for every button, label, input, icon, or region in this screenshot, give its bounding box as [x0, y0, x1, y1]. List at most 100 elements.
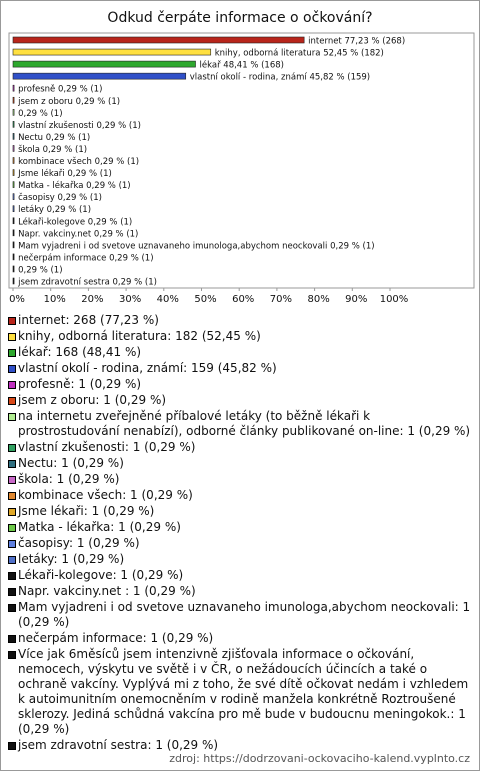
category-label: Nectu — [18, 132, 43, 142]
bar-label: Matka - lékařka 0,29 % (1) — [18, 180, 131, 191]
bar — [12, 253, 15, 261]
bar — [12, 265, 15, 273]
bar — [12, 121, 15, 128]
bar-label: časopisy 0,29 % (1) — [18, 192, 102, 203]
x-tick-label: 10% — [44, 294, 66, 305]
legend-label: jsem zdravotní sestra: 1 (0,29 %) — [18, 738, 219, 752]
chart: Odkud čerpáte informace o očkování? 0% 10… — [8, 10, 475, 305]
legend-item: vlastní okolí - rodina, známí: 159 (45,8… — [8, 361, 472, 376]
bar-label: Lékaři-kolegove 0,29 % (1) — [18, 216, 132, 227]
x-tick-label: 30% — [119, 294, 141, 305]
value-label: 52,45 % (182) — [323, 48, 384, 58]
bar-label: knihy, odborná literatura 52,45 % (182) — [215, 48, 384, 58]
legend-label: vlastní zkušenosti: 1 (0,29 %) — [18, 440, 196, 454]
legend-label: nečerpám informace: 1 (0,29 %) — [18, 631, 214, 645]
value-label: 45,82 % (159) — [309, 72, 370, 82]
legend-label: Jsme lékaři: 1 (0,29 %) — [18, 504, 155, 518]
legend-swatch — [8, 413, 16, 421]
value-label: 48,41 % (168) — [223, 60, 284, 70]
legend-label: profesně: 1 (0,29 %) — [18, 377, 142, 391]
category-label: Jsme lékaři — [17, 168, 65, 179]
x-tick-label: 0% — [9, 294, 25, 305]
legend-label: kombinace všech: 1 (0,29 %) — [18, 488, 193, 502]
legend-swatch — [8, 572, 16, 580]
legend-item: škola: 1 (0,29 %) — [8, 472, 472, 487]
bar — [12, 36, 305, 44]
value-label: 0,29 % (1) — [88, 217, 132, 227]
category-label: internet — [308, 36, 342, 46]
bar-label: vlastní okolí - rodina, známí 45,82 % (1… — [190, 72, 370, 82]
legend: internet: 268 (77,23 %) knihy, odborná li… — [8, 313, 472, 754]
x-tick-label: 20% — [81, 294, 103, 305]
bar — [12, 96, 15, 104]
category-label: jsem zdravotní sestra — [17, 277, 110, 287]
chart-title: Odkud čerpáte informace o očkování? — [107, 10, 372, 26]
value-label: 0,29 % (1) — [18, 108, 62, 118]
bar-label: Napr. vakciny.net 0,29 % (1) — [18, 229, 138, 239]
legend-label: Nectu: 1 (0,29 %) — [18, 456, 124, 470]
category-label: letáky — [18, 205, 44, 215]
x-tick-label: 50% — [194, 294, 216, 305]
legend-swatch — [8, 397, 16, 405]
bar-label: Mam vyjadreni i od svetove uznavaneho im… — [18, 241, 374, 251]
source: zdroj: https://dodrzovani-ockovaciho-kal… — [169, 752, 470, 765]
legend-item: jsem z oboru: 1 (0,29 %) — [8, 393, 472, 408]
x-tick-label: 60% — [232, 294, 254, 305]
bar — [12, 205, 15, 212]
value-label: 0,29 % (1) — [94, 229, 138, 239]
bar — [12, 169, 15, 176]
category-label: vlastní okolí - rodina, známí — [190, 72, 308, 82]
bar-label: letáky 0,29 % (1) — [18, 205, 91, 215]
legend-item: lékař: 168 (48,41 %) — [8, 345, 472, 360]
legend-swatch — [8, 460, 16, 468]
legend-swatch — [8, 540, 16, 548]
value-label: 0,29 % (1) — [86, 181, 130, 191]
legend-item: vlastní zkušenosti: 1 (0,29 %) — [8, 440, 472, 455]
bar — [12, 48, 212, 56]
bar — [12, 229, 15, 237]
legend-item: Jsme lékaři: 1 (0,29 %) — [8, 504, 472, 519]
legend-swatch — [8, 556, 16, 564]
category-label: Mam vyjadreni i od svetove uznavaneho im… — [18, 241, 327, 251]
legend-swatch — [8, 317, 16, 325]
category-label: škola — [18, 143, 40, 154]
legend-swatch — [8, 365, 16, 373]
legend-swatch — [8, 333, 16, 341]
legend-swatch — [8, 588, 16, 596]
legend-label: lékař: 168 (48,41 %) — [18, 345, 142, 359]
value-label: 0,29 % (1) — [330, 241, 374, 251]
bar — [12, 181, 15, 188]
bar-label: nečerpám informace 0,29 % (1) — [18, 252, 153, 263]
legend-swatch — [8, 508, 16, 516]
bar-label: lékař 48,41 % (168) — [200, 59, 284, 70]
category-label: knihy, odborná literatura — [215, 48, 321, 58]
value-label: 0,29 % (1) — [47, 205, 91, 215]
legend-label: na internetu zveřejněné příbalové letáky… — [18, 409, 471, 438]
legend-item: kombinace všech: 1 (0,29 %) — [8, 488, 472, 503]
legend-label: Napr. vakciny.net : 1 (0,29 %) — [18, 584, 196, 598]
value-label: 0,29 % (1) — [43, 144, 87, 154]
bar — [12, 145, 15, 152]
bar-label: Jsme lékaři 0,29 % (1) — [17, 168, 112, 179]
value-label: 0,29 % (1) — [46, 132, 90, 142]
bar — [12, 157, 15, 164]
legend-label: Matka - lékařka: 1 (0,29 %) — [18, 520, 181, 534]
bar — [12, 277, 15, 285]
x-tick-label: 70% — [270, 294, 292, 305]
legend-item: knihy, odborná literatura: 182 (52,45 %) — [8, 329, 472, 344]
value-label: 0,29 % (1) — [95, 157, 139, 167]
plot-frame — [8, 32, 475, 289]
legend-label: Mam vyjadreni i od svetove uznavaneho im… — [18, 600, 471, 629]
legend-label: škola: 1 (0,29 %) — [18, 472, 120, 486]
value-label: 0,29 % (1) — [18, 265, 62, 275]
legend-swatch — [8, 476, 16, 484]
bar-label: 0,29 % (1) — [18, 108, 62, 118]
value-label: 0,29 % (1) — [67, 169, 111, 179]
category-label: Lékaři-kolegove — [18, 216, 85, 227]
legend-item: Více jak 6měsíců jsem intenzivně zjišťov… — [8, 647, 472, 737]
legend-label: časopisy: 1 (0,29 %) — [18, 536, 140, 550]
category-label: nečerpám informace — [18, 252, 106, 263]
legend-item: Matka - lékařka: 1 (0,29 %) — [8, 520, 472, 535]
category-label: lékař — [200, 59, 222, 70]
legend-item: na internetu zveřejněné příbalové letáky… — [8, 409, 472, 439]
